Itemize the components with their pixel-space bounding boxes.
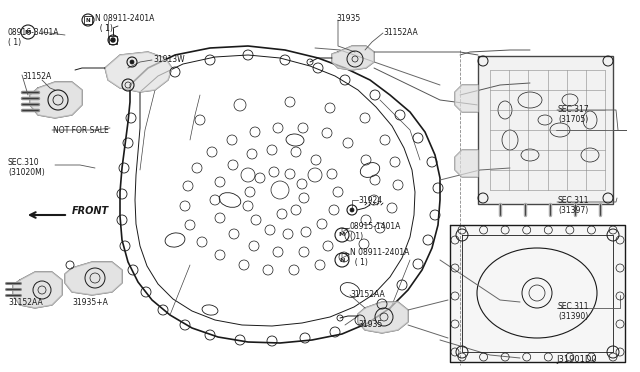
Text: N 08911-2401A
  ( 1): N 08911-2401A ( 1) <box>350 248 410 267</box>
Polygon shape <box>13 272 62 308</box>
Text: M: M <box>339 232 345 237</box>
Circle shape <box>350 208 354 212</box>
Polygon shape <box>105 52 172 92</box>
Text: 31152AA: 31152AA <box>383 28 418 37</box>
Text: 31152A: 31152A <box>22 72 51 81</box>
Text: M: M <box>25 29 31 35</box>
Polygon shape <box>455 85 478 112</box>
Polygon shape <box>65 262 122 295</box>
Text: 31924: 31924 <box>358 196 382 205</box>
Text: 31152AA: 31152AA <box>350 290 385 299</box>
Text: N: N <box>339 257 345 263</box>
Text: 08916-3401A
( 1): 08916-3401A ( 1) <box>8 28 60 47</box>
Text: 31935+A: 31935+A <box>72 298 108 307</box>
Text: SEC.311
(31397): SEC.311 (31397) <box>558 196 589 215</box>
Text: 31913W: 31913W <box>153 55 184 64</box>
Polygon shape <box>358 302 408 333</box>
Polygon shape <box>332 46 374 70</box>
Text: SEC.317
(31705): SEC.317 (31705) <box>558 105 589 124</box>
Text: 08915-1401A
( 1): 08915-1401A ( 1) <box>350 222 401 241</box>
Text: N: N <box>86 17 90 22</box>
FancyBboxPatch shape <box>478 56 613 204</box>
Text: SEC.310
(31020M): SEC.310 (31020M) <box>8 158 45 177</box>
Text: FRONT: FRONT <box>72 206 109 216</box>
Bar <box>84 16 92 24</box>
Circle shape <box>111 38 115 42</box>
Text: 31935: 31935 <box>336 14 360 23</box>
Polygon shape <box>455 150 478 177</box>
Text: J31901D0: J31901D0 <box>556 355 596 364</box>
Text: N 08911-2401A
  ( 1): N 08911-2401A ( 1) <box>95 14 154 33</box>
Text: 31935: 31935 <box>358 320 382 329</box>
Text: NOT FOR SALE: NOT FOR SALE <box>53 126 109 135</box>
Text: SEC.311
(31390): SEC.311 (31390) <box>558 302 589 321</box>
Circle shape <box>130 60 134 64</box>
Bar <box>109 36 117 44</box>
Text: 31152AA: 31152AA <box>8 298 43 307</box>
Polygon shape <box>30 82 82 118</box>
Polygon shape <box>450 225 625 362</box>
